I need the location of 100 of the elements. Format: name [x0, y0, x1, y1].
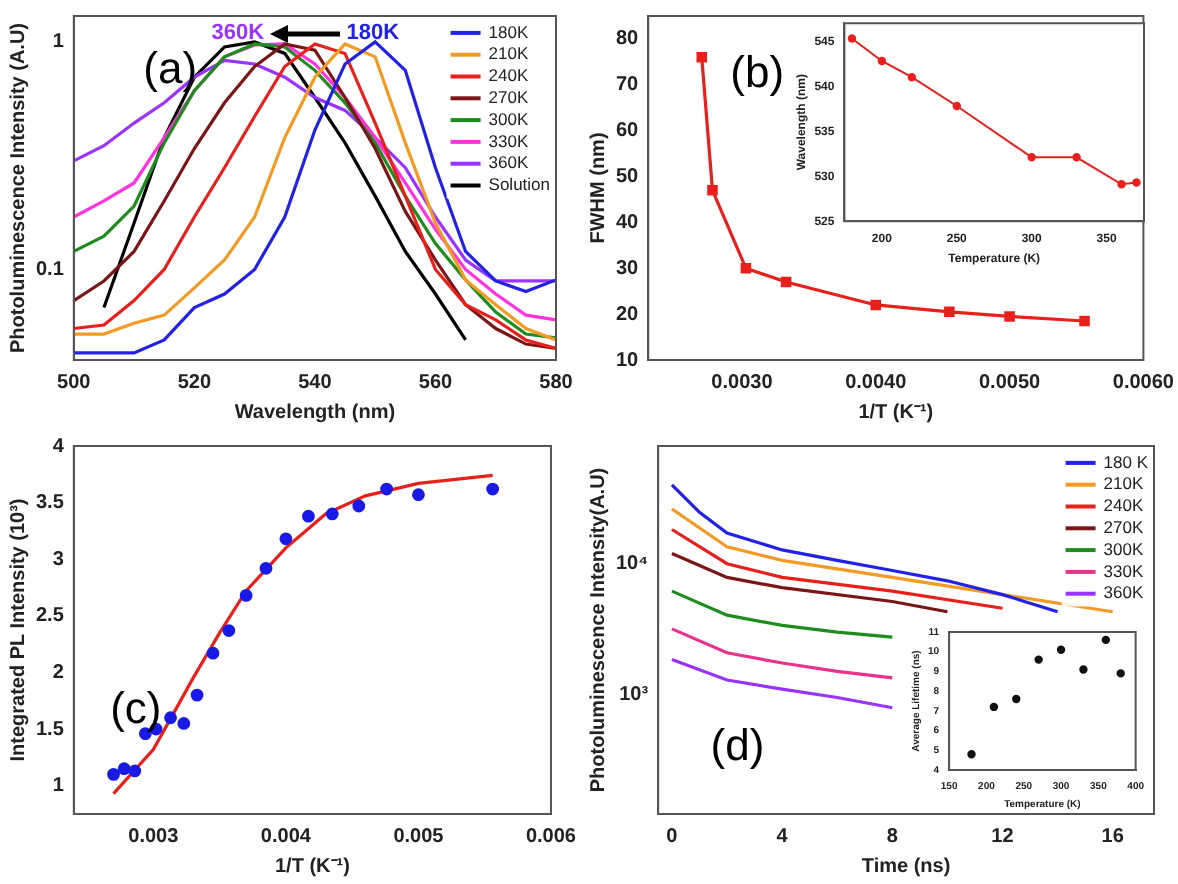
annotation: (a): [143, 43, 198, 94]
annotation: (b): [730, 46, 785, 97]
legend-label: 210K: [488, 43, 529, 64]
point: [1004, 311, 1015, 322]
x-tick-label: 580: [539, 371, 574, 394]
point: [352, 499, 366, 513]
point: [117, 762, 131, 776]
point: [1117, 180, 1126, 189]
annotation: (c): [110, 683, 162, 734]
y-axis-title: Photoluminescence Intensity(A.U): [587, 467, 610, 793]
point: [128, 764, 142, 778]
x-tick-label: 8: [886, 825, 899, 848]
point: [1116, 669, 1125, 678]
legend-label: 180 K: [1103, 451, 1149, 472]
y-tick-label: 2.5: [35, 605, 65, 628]
y-axis-title: Integrated PL Intensity (10³): [7, 498, 30, 762]
x-tick-label: 0.0040: [845, 371, 908, 394]
legend-label: 360K: [488, 152, 529, 173]
y-tick-label: 30: [616, 257, 640, 280]
point: [279, 532, 293, 546]
x-tick-label: 500: [57, 371, 92, 394]
point: [1132, 178, 1141, 187]
legend-label: 210K: [1103, 473, 1144, 494]
x-tick-label: 560: [418, 371, 454, 394]
point: [222, 624, 236, 637]
x-tick-label: 4: [776, 825, 789, 848]
point: [259, 561, 273, 575]
point: [907, 73, 917, 82]
y-tick-label: 0.1: [35, 258, 65, 281]
point: [1012, 694, 1021, 704]
point: [870, 299, 882, 311]
point: [190, 688, 204, 702]
y-tick-label: 40: [616, 211, 640, 234]
y-tick-label: 70: [616, 74, 640, 97]
legend-label: 270K: [1103, 516, 1144, 537]
point: [302, 509, 315, 523]
x-tick-label: 0.004: [260, 825, 312, 848]
y-tick-label: 50: [616, 166, 640, 189]
point: [1056, 645, 1066, 654]
y-tick-label: 1: [52, 775, 65, 798]
x-tick-label: 0.0030: [711, 371, 774, 394]
point: [847, 34, 857, 43]
point: [780, 276, 792, 288]
x-axis-title: 1/T (K⁻¹): [858, 401, 934, 424]
y-tick-label: 1.5: [35, 718, 65, 741]
point: [239, 589, 253, 602]
point: [1034, 655, 1043, 664]
point: [696, 52, 708, 63]
y-tick-label: 20: [616, 303, 640, 326]
point: [177, 717, 191, 730]
point: [325, 507, 339, 521]
point: [967, 750, 976, 759]
y-tick-label: 2: [52, 661, 65, 684]
legend-label: 300K: [1103, 538, 1144, 559]
y-tick-label: 3.5: [35, 492, 65, 515]
y-tick-label: 4: [52, 435, 65, 458]
point: [944, 306, 955, 318]
x-tick-label: 520: [177, 371, 212, 394]
point: [486, 482, 500, 496]
x-axis-title: 1/T (K⁻¹): [274, 855, 350, 878]
point: [1101, 635, 1111, 645]
x-tick-label: 540: [298, 371, 333, 394]
point: [1079, 665, 1088, 674]
annotation: 360K: [211, 21, 265, 46]
y-tick-label: 10³: [619, 683, 650, 706]
x-tick-label: 0: [666, 825, 679, 848]
point: [412, 488, 425, 502]
point: [107, 767, 120, 781]
x-axis-title: Time (ns): [861, 855, 951, 878]
legend-label: 330K: [1103, 560, 1144, 581]
x-tick-label: 16: [1101, 825, 1125, 848]
point: [707, 185, 718, 196]
legend-label: 330K: [488, 130, 529, 151]
point: [1079, 315, 1090, 327]
point: [989, 702, 999, 712]
legend-label: 360K: [1103, 582, 1144, 603]
y-tick-label: 80: [616, 28, 640, 51]
legend-label: 240K: [488, 65, 529, 86]
point: [164, 711, 177, 725]
y-axis-title: FWHM (nm): [587, 132, 610, 244]
y-tick-label: 3: [52, 548, 65, 571]
legend-label: 240K: [1103, 495, 1144, 516]
legend-label: 180K: [488, 21, 529, 42]
x-axis-title: Wavelength (nm): [234, 401, 396, 424]
y-tick-label: 1: [52, 31, 65, 54]
x-tick-label: 0.0050: [978, 371, 1042, 394]
x-tick-label: 12: [991, 825, 1015, 848]
legend-label: 300K: [488, 108, 529, 129]
point: [1072, 153, 1081, 162]
x-tick-label: 0.006: [525, 825, 577, 848]
point: [952, 101, 961, 111]
point: [877, 56, 887, 66]
annotation: 180K: [346, 21, 400, 46]
x-tick-label: 0.0060: [1112, 371, 1175, 394]
y-axis-title: Photoluminescence Intensity (A.U): [7, 22, 30, 354]
point: [206, 646, 220, 660]
y-tick-label: 10⁴: [615, 553, 649, 576]
y-tick-label: 10: [616, 349, 640, 372]
legend-label: 270K: [488, 86, 529, 107]
x-tick-label: 0.005: [393, 825, 445, 848]
